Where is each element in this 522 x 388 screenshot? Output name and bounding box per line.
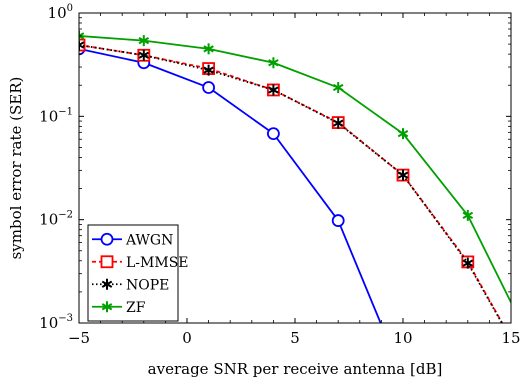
series-line-nope (79, 44, 503, 323)
y-tick-label: 10−2 (39, 210, 73, 229)
data-point-awgn (331, 214, 345, 227)
legend-marker (101, 278, 113, 290)
series-line-awgn (79, 47, 382, 323)
legend-marker (100, 255, 114, 269)
data-point-zf (397, 128, 409, 140)
x-tick-label: 5 (290, 329, 300, 347)
data-point-nope (397, 169, 409, 181)
y-tick-label: 10−3 (39, 313, 73, 332)
data-point-zf (203, 43, 214, 55)
data-point-zf (268, 57, 279, 69)
legend-marker (100, 232, 114, 246)
data-point-zf (332, 82, 344, 94)
legend-entry: NOPE (92, 277, 169, 293)
data-point-nope (138, 49, 150, 61)
x-tick-label: −5 (68, 329, 90, 347)
legend-entry: L-MMSE (92, 255, 189, 271)
series-nope (79, 39, 503, 323)
y-axis-label: symbol error rate (SER) (7, 77, 25, 260)
data-point-nope (332, 117, 344, 129)
series-layer (79, 30, 511, 323)
data-point-awgn (202, 81, 216, 94)
data-point-nope (462, 257, 474, 269)
series-zf (79, 30, 511, 305)
legend-label: NOPE (126, 277, 169, 293)
legend-label: L-MMSE (126, 255, 189, 271)
data-point-zf (79, 30, 85, 42)
x-tick-label: 15 (501, 329, 520, 347)
data-point-nope (268, 84, 279, 96)
y-tick-label: 100 (48, 3, 73, 22)
legend-label: AWGN (125, 232, 173, 248)
x-tick-label: 10 (393, 329, 412, 347)
data-point-zf (138, 35, 150, 47)
legend-entry: ZF (92, 300, 146, 316)
data-point-zf (462, 209, 474, 221)
series-awgn (79, 42, 382, 323)
legend-entry: AWGN (92, 232, 173, 248)
axes-layer: −5 0 5 10 15 100 10−1 10−2 10−3 (39, 3, 520, 347)
x-axis-label: average SNR per receive antenna [dB] (148, 360, 443, 378)
legend-label: ZF (126, 300, 146, 316)
y-tick-label: 10−1 (39, 106, 73, 125)
series-line-zf (79, 35, 511, 305)
data-point-nope (203, 64, 214, 76)
x-tick-label: 0 (182, 329, 192, 347)
legend: AWGN L-MMSE NOPE ZF (87, 224, 189, 322)
legend-marker (101, 301, 113, 313)
data-point-nope (79, 39, 85, 51)
data-point-awgn (266, 127, 280, 141)
